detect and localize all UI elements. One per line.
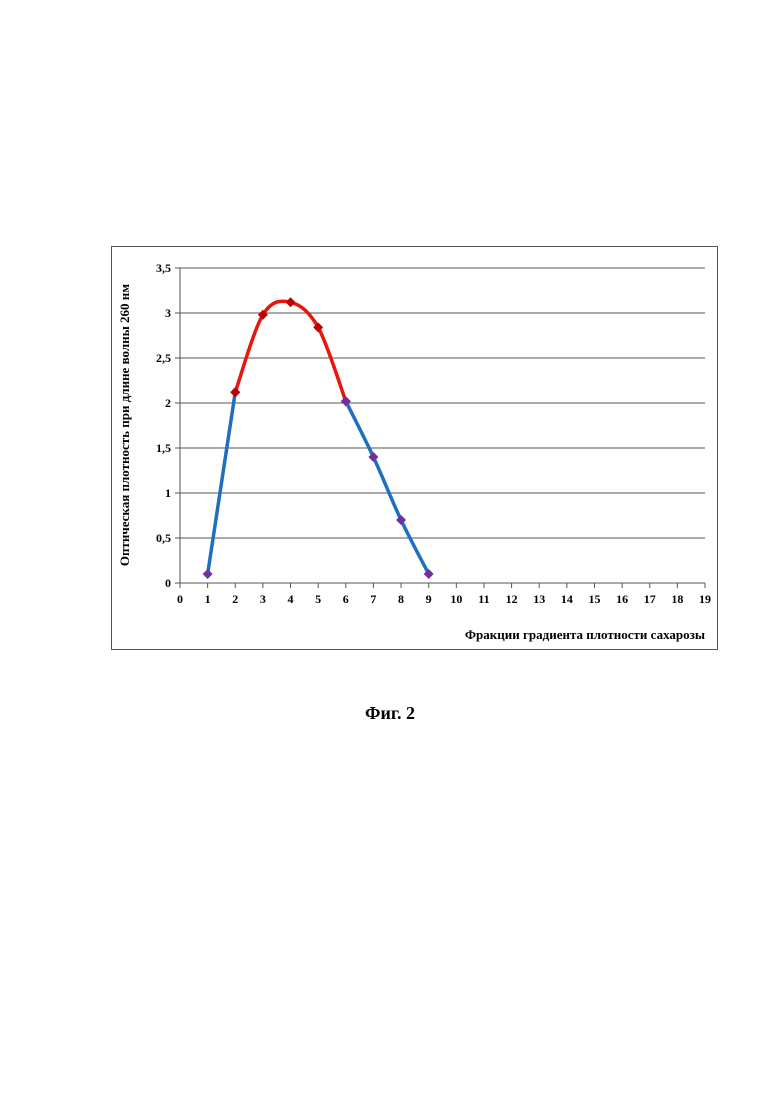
y-tick-label: 2,5 xyxy=(156,351,171,365)
data-point-marker xyxy=(203,569,213,579)
y-tick-label: 1 xyxy=(165,486,171,500)
series-line-1 xyxy=(235,301,346,401)
x-tick-label: 8 xyxy=(398,592,404,606)
x-tick-label: 0 xyxy=(177,592,183,606)
data-point-marker xyxy=(286,297,296,307)
x-tick-label: 11 xyxy=(478,592,489,606)
x-tick-label: 17 xyxy=(644,592,656,606)
y-tick-labels: 0 0,5 1 1,5 2 2,5 3 3,5 xyxy=(156,261,171,590)
x-tick-label: 15 xyxy=(588,592,600,606)
x-tick-label: 6 xyxy=(343,592,349,606)
x-tick-label: 3 xyxy=(260,592,266,606)
series-line-2 xyxy=(346,401,429,574)
x-axis-title: Фракции градиента плотности сахарозы xyxy=(465,627,705,642)
y-tick-label: 1,5 xyxy=(156,441,171,455)
x-tick-label: 16 xyxy=(616,592,628,606)
data-markers xyxy=(203,297,434,579)
y-tick-label: 3 xyxy=(165,306,171,320)
x-tick-label: 14 xyxy=(561,592,573,606)
y-tick-label: 3,5 xyxy=(156,261,171,275)
x-tick-label: 2 xyxy=(232,592,238,606)
x-tick-label: 12 xyxy=(506,592,518,606)
x-tick-label: 4 xyxy=(288,592,294,606)
y-tick-label: 0 xyxy=(165,576,171,590)
axes xyxy=(175,268,705,588)
x-tick-label: 1 xyxy=(205,592,211,606)
x-tick-label: 13 xyxy=(533,592,545,606)
chart-plot: 00,511,522,533,5 01234567891011121314151… xyxy=(112,247,719,651)
x-tick-labels: 012345678910111213141516171819 xyxy=(177,592,711,606)
x-tick-label: 5 xyxy=(315,592,321,606)
data-point-marker xyxy=(230,387,240,397)
x-tick-label: 19 xyxy=(699,592,711,606)
x-tick-label: 10 xyxy=(450,592,462,606)
gridlines xyxy=(180,268,705,538)
y-tick-label: 0,5 xyxy=(156,531,171,545)
y-axis-title: Оптическая плотность при длине волны 260… xyxy=(117,284,132,566)
y-tick-label: 2 xyxy=(165,396,171,410)
x-tick-label: 18 xyxy=(671,592,683,606)
series-lines xyxy=(208,301,429,574)
chart-frame: 00,511,522,533,5 01234567891011121314151… xyxy=(111,246,718,650)
x-tick-label: 7 xyxy=(370,592,376,606)
series-line-0 xyxy=(208,392,236,574)
x-tick-label: 9 xyxy=(426,592,432,606)
figure-caption: Фиг. 2 xyxy=(0,703,780,724)
